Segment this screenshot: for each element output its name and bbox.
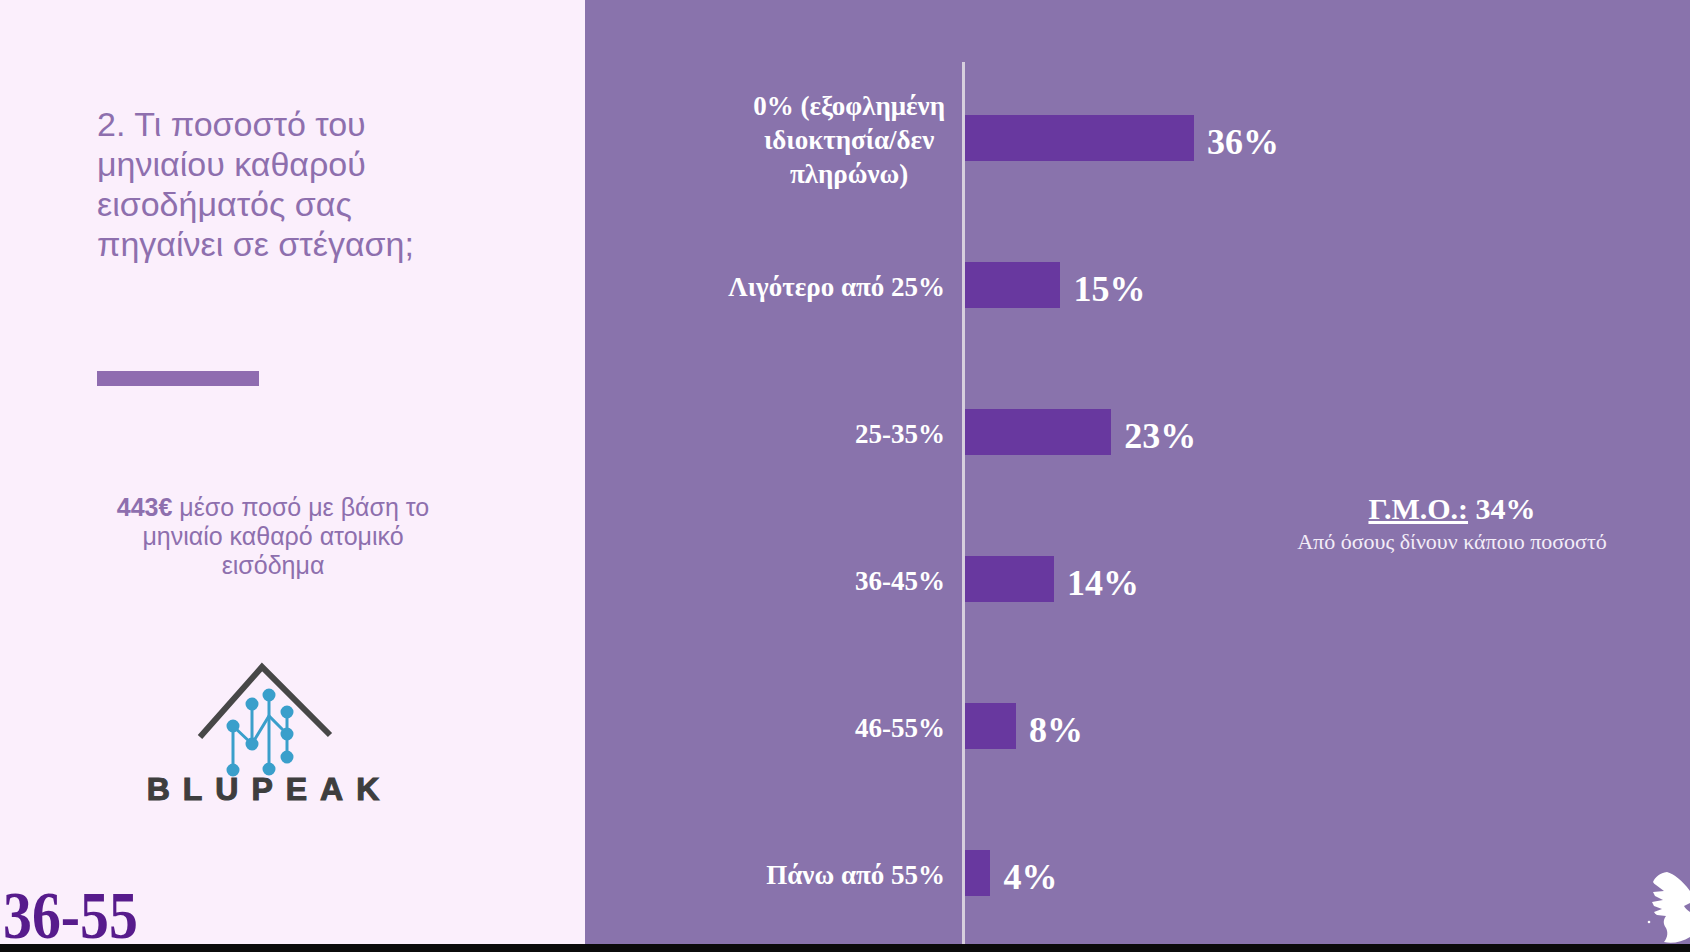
value-label: 15% [1073, 268, 1145, 310]
category-label: Λιγότερο από 25% [728, 270, 945, 304]
average-text: μέσο ποσό με βάση το μηνιαίο καθαρό ατομ… [142, 493, 429, 579]
value-label: 14% [1067, 562, 1139, 604]
category-label: Πάνω από 55% [766, 858, 945, 892]
chart-axis-line [962, 62, 965, 946]
value-label: 4% [1003, 856, 1057, 898]
bar [965, 703, 1016, 749]
category-label: 0% (εξοφλημένη ιδιοκτησία/δεν πληρώνω) [753, 89, 945, 191]
dove-icon [1630, 860, 1690, 952]
age-group-label: 36-55 [3, 881, 138, 949]
average-amount: 443€ [117, 493, 173, 521]
bar [965, 262, 1060, 308]
value-label: 36% [1207, 121, 1279, 163]
bar [965, 556, 1054, 602]
title-divider [97, 371, 259, 386]
value-label: 23% [1124, 415, 1196, 457]
category-label: 46-55% [855, 711, 945, 745]
category-label: 25-35% [855, 417, 945, 451]
chart-annotation: Γ.Μ.Ο.: 34% Από όσους δίνουν κάποιο ποσο… [1291, 492, 1613, 555]
value-label: 8% [1029, 709, 1083, 751]
blupeak-logo-text: BLUPEAK [118, 771, 408, 808]
average-note: 443€ μέσο ποσό με βάση το μηνιαίο καθαρό… [88, 493, 458, 580]
slide-title: 2. Τι ποσοστό του μηνιαίου καθαρού εισοδ… [97, 104, 497, 264]
category-label: 36-45% [855, 564, 945, 598]
annotation-average: Γ.Μ.Ο.: 34% [1291, 492, 1613, 526]
bar [965, 409, 1111, 455]
bar [965, 115, 1194, 161]
bar [965, 850, 990, 896]
annotation-note: Από όσους δίνουν κάποιο ποσοστό [1291, 529, 1613, 555]
bottom-black-bar [0, 944, 1690, 952]
annotation-label: Γ.Μ.Ο.: [1368, 492, 1468, 525]
annotation-value: 34% [1476, 492, 1536, 525]
blupeak-logo-icon [196, 650, 336, 782]
left-panel: 2. Τι ποσοστό του μηνιαίου καθαρού εισοδ… [0, 0, 585, 952]
